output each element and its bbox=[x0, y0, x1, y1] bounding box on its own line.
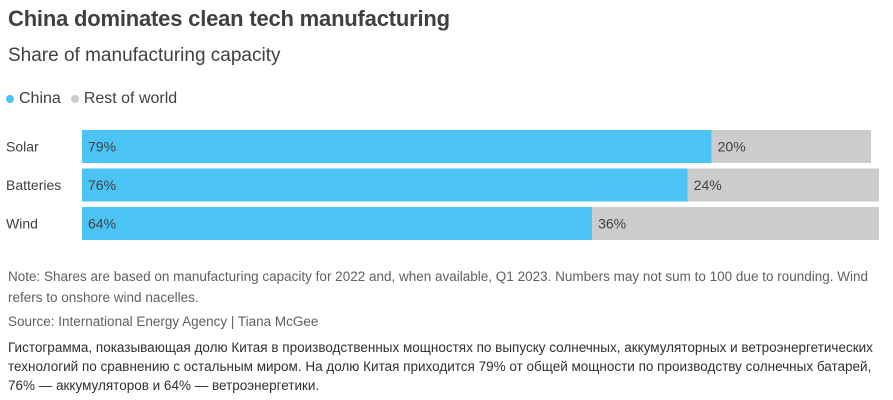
legend-item-rest: Rest of world bbox=[70, 90, 178, 108]
category-label-wind: Wind bbox=[6, 216, 38, 232]
legend-dot-rest bbox=[70, 95, 79, 103]
legend-dot-china bbox=[6, 95, 14, 103]
bar-batteries-rest bbox=[687, 168, 879, 202]
legend-label-china: China bbox=[19, 90, 61, 107]
chart-title: China dominates clean tech manufacturing bbox=[8, 6, 450, 31]
data-label-solar-china: 79% bbox=[88, 139, 116, 155]
bar-solar-china bbox=[82, 130, 712, 163]
data-label-solar-rest: 20% bbox=[718, 139, 746, 155]
category-label-solar: Solar bbox=[6, 139, 39, 155]
chart-subtitle: Share of manufacturing capacity bbox=[8, 45, 281, 66]
bar-wind-china bbox=[82, 207, 593, 240]
data-label-wind-rest: 36% bbox=[598, 216, 626, 232]
bar-batteries-china bbox=[82, 168, 688, 202]
bar-chart: Solar 79% 20% Batteries 76% 24% Wind 64% 36% bbox=[6, 130, 879, 240]
legend-label-rest: Rest of world bbox=[83, 90, 178, 107]
bar-solar-rest bbox=[711, 130, 872, 163]
footnote: Note: Shares are based on manufacturing … bbox=[8, 269, 869, 305]
bar-wind-rest bbox=[592, 207, 879, 240]
source-credit: Source: International Energy Agency | Ti… bbox=[8, 314, 319, 329]
data-label-batteries-rest: 24% bbox=[694, 177, 722, 193]
chart-description: Гистограмма, показывающая долю Китая в п… bbox=[8, 340, 873, 393]
legend: China Rest of world bbox=[6, 90, 187, 108]
legend-item-china: China bbox=[6, 90, 61, 108]
data-label-batteries-china: 76% bbox=[88, 177, 116, 193]
category-label-batteries: Batteries bbox=[6, 177, 61, 193]
data-label-wind-china: 64% bbox=[88, 216, 116, 232]
